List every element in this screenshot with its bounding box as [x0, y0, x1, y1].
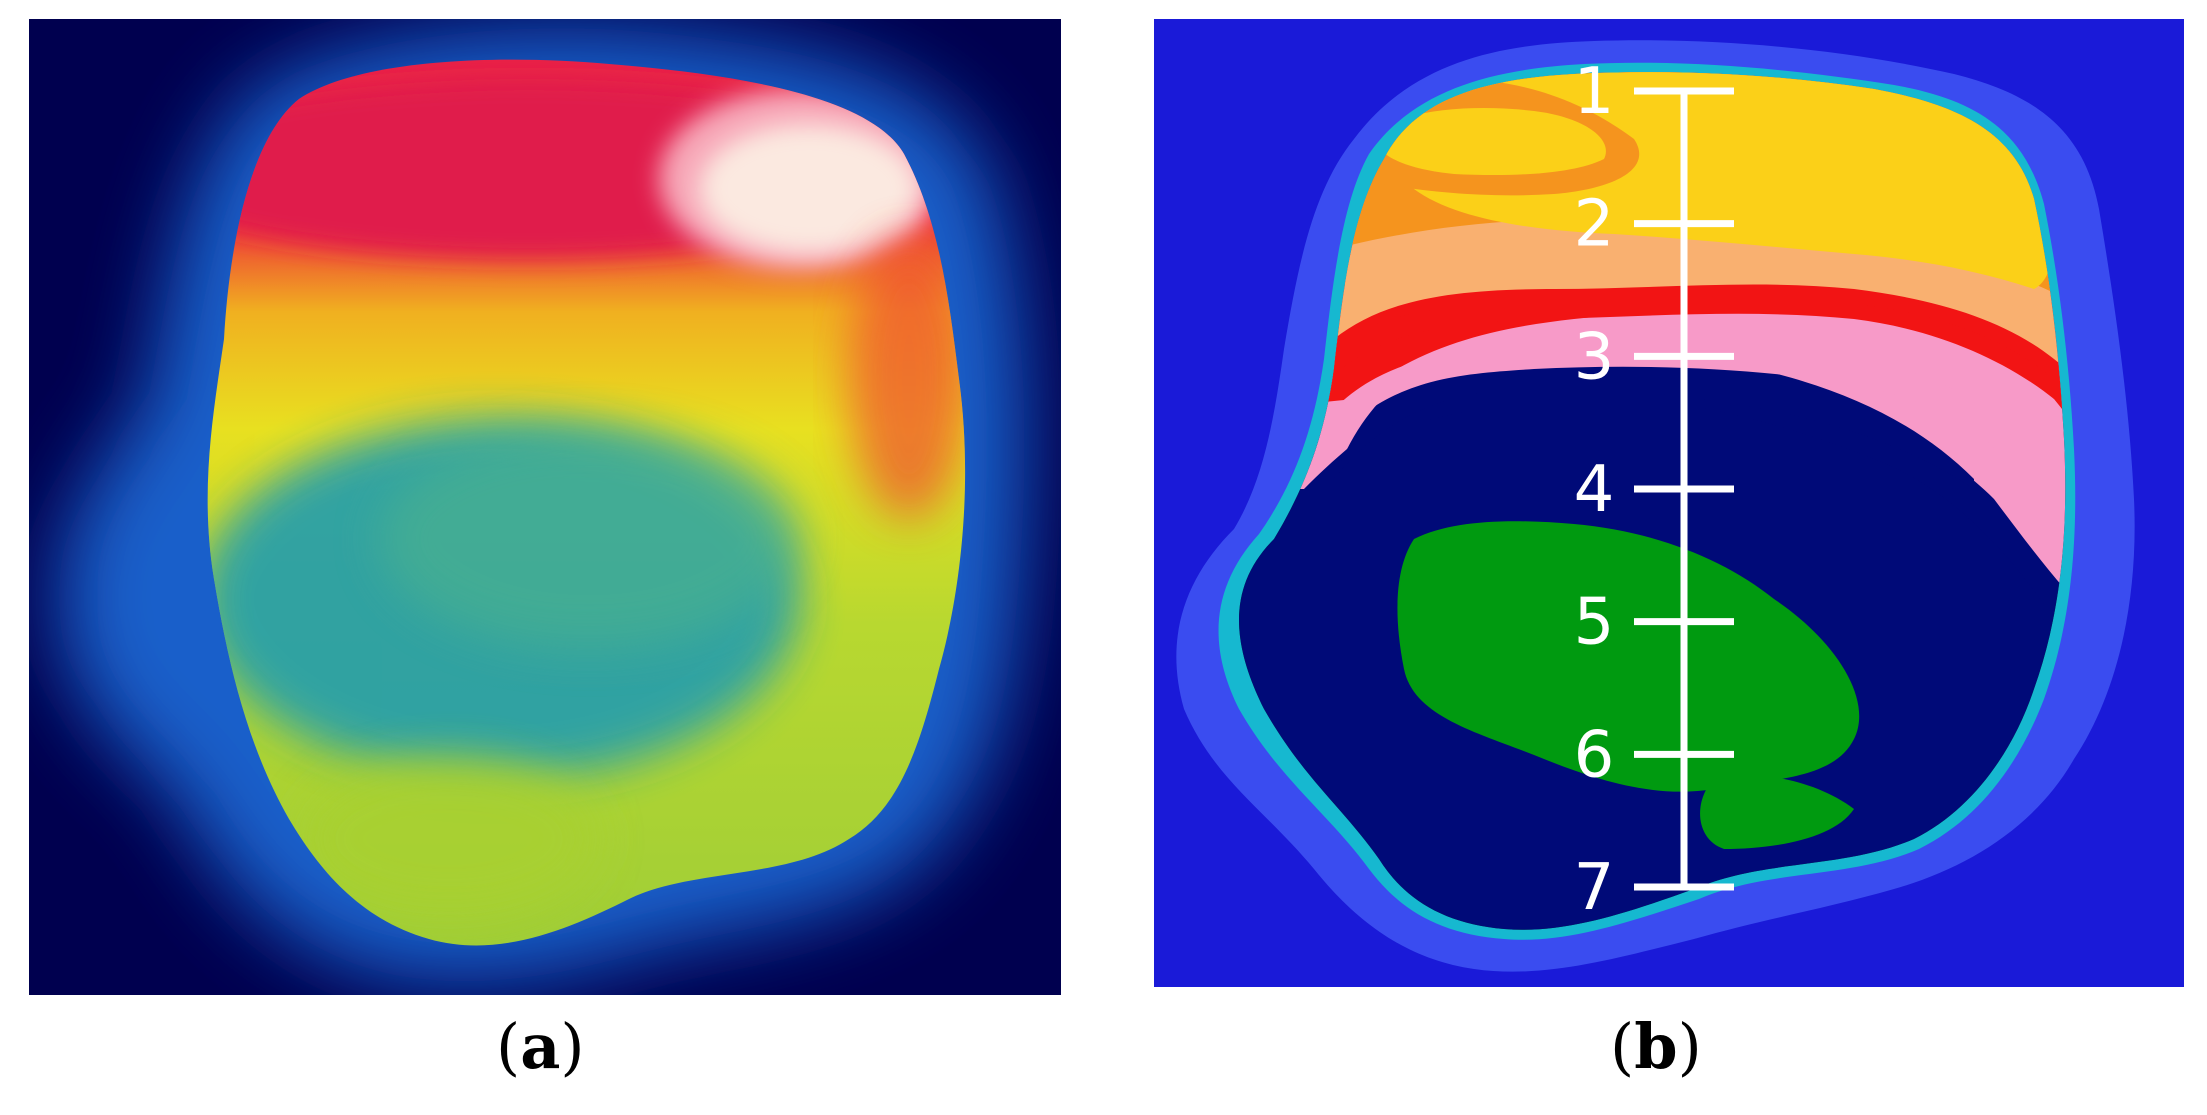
thermal-image-a [57, 27, 1025, 983]
scale-tick-label: 3 [1574, 320, 1615, 394]
segmented-image-panel-b: 1 2 3 4 5 6 7 [1154, 19, 2184, 987]
thermal-image-panel-a [29, 19, 1061, 995]
scale-tick-label: 7 [1574, 851, 1615, 925]
segmented-body [1239, 72, 2066, 930]
segmented-image-b: 1 2 3 4 5 6 7 [1176, 40, 2135, 972]
heated-body [207, 59, 966, 946]
scale-tick-label: 4 [1574, 453, 1615, 527]
scale-tick-label: 6 [1574, 718, 1615, 792]
scale-tick-label: 1 [1574, 55, 1615, 129]
caption-b: (b) [1610, 1010, 1702, 1083]
green-zone [1397, 521, 1860, 792]
scale-tick-label: 5 [1574, 586, 1615, 660]
depth-scale: 1 2 3 4 5 6 7 [1574, 55, 1734, 925]
caption-a: (a) [496, 1010, 585, 1083]
scale-tick-label: 2 [1574, 188, 1615, 262]
